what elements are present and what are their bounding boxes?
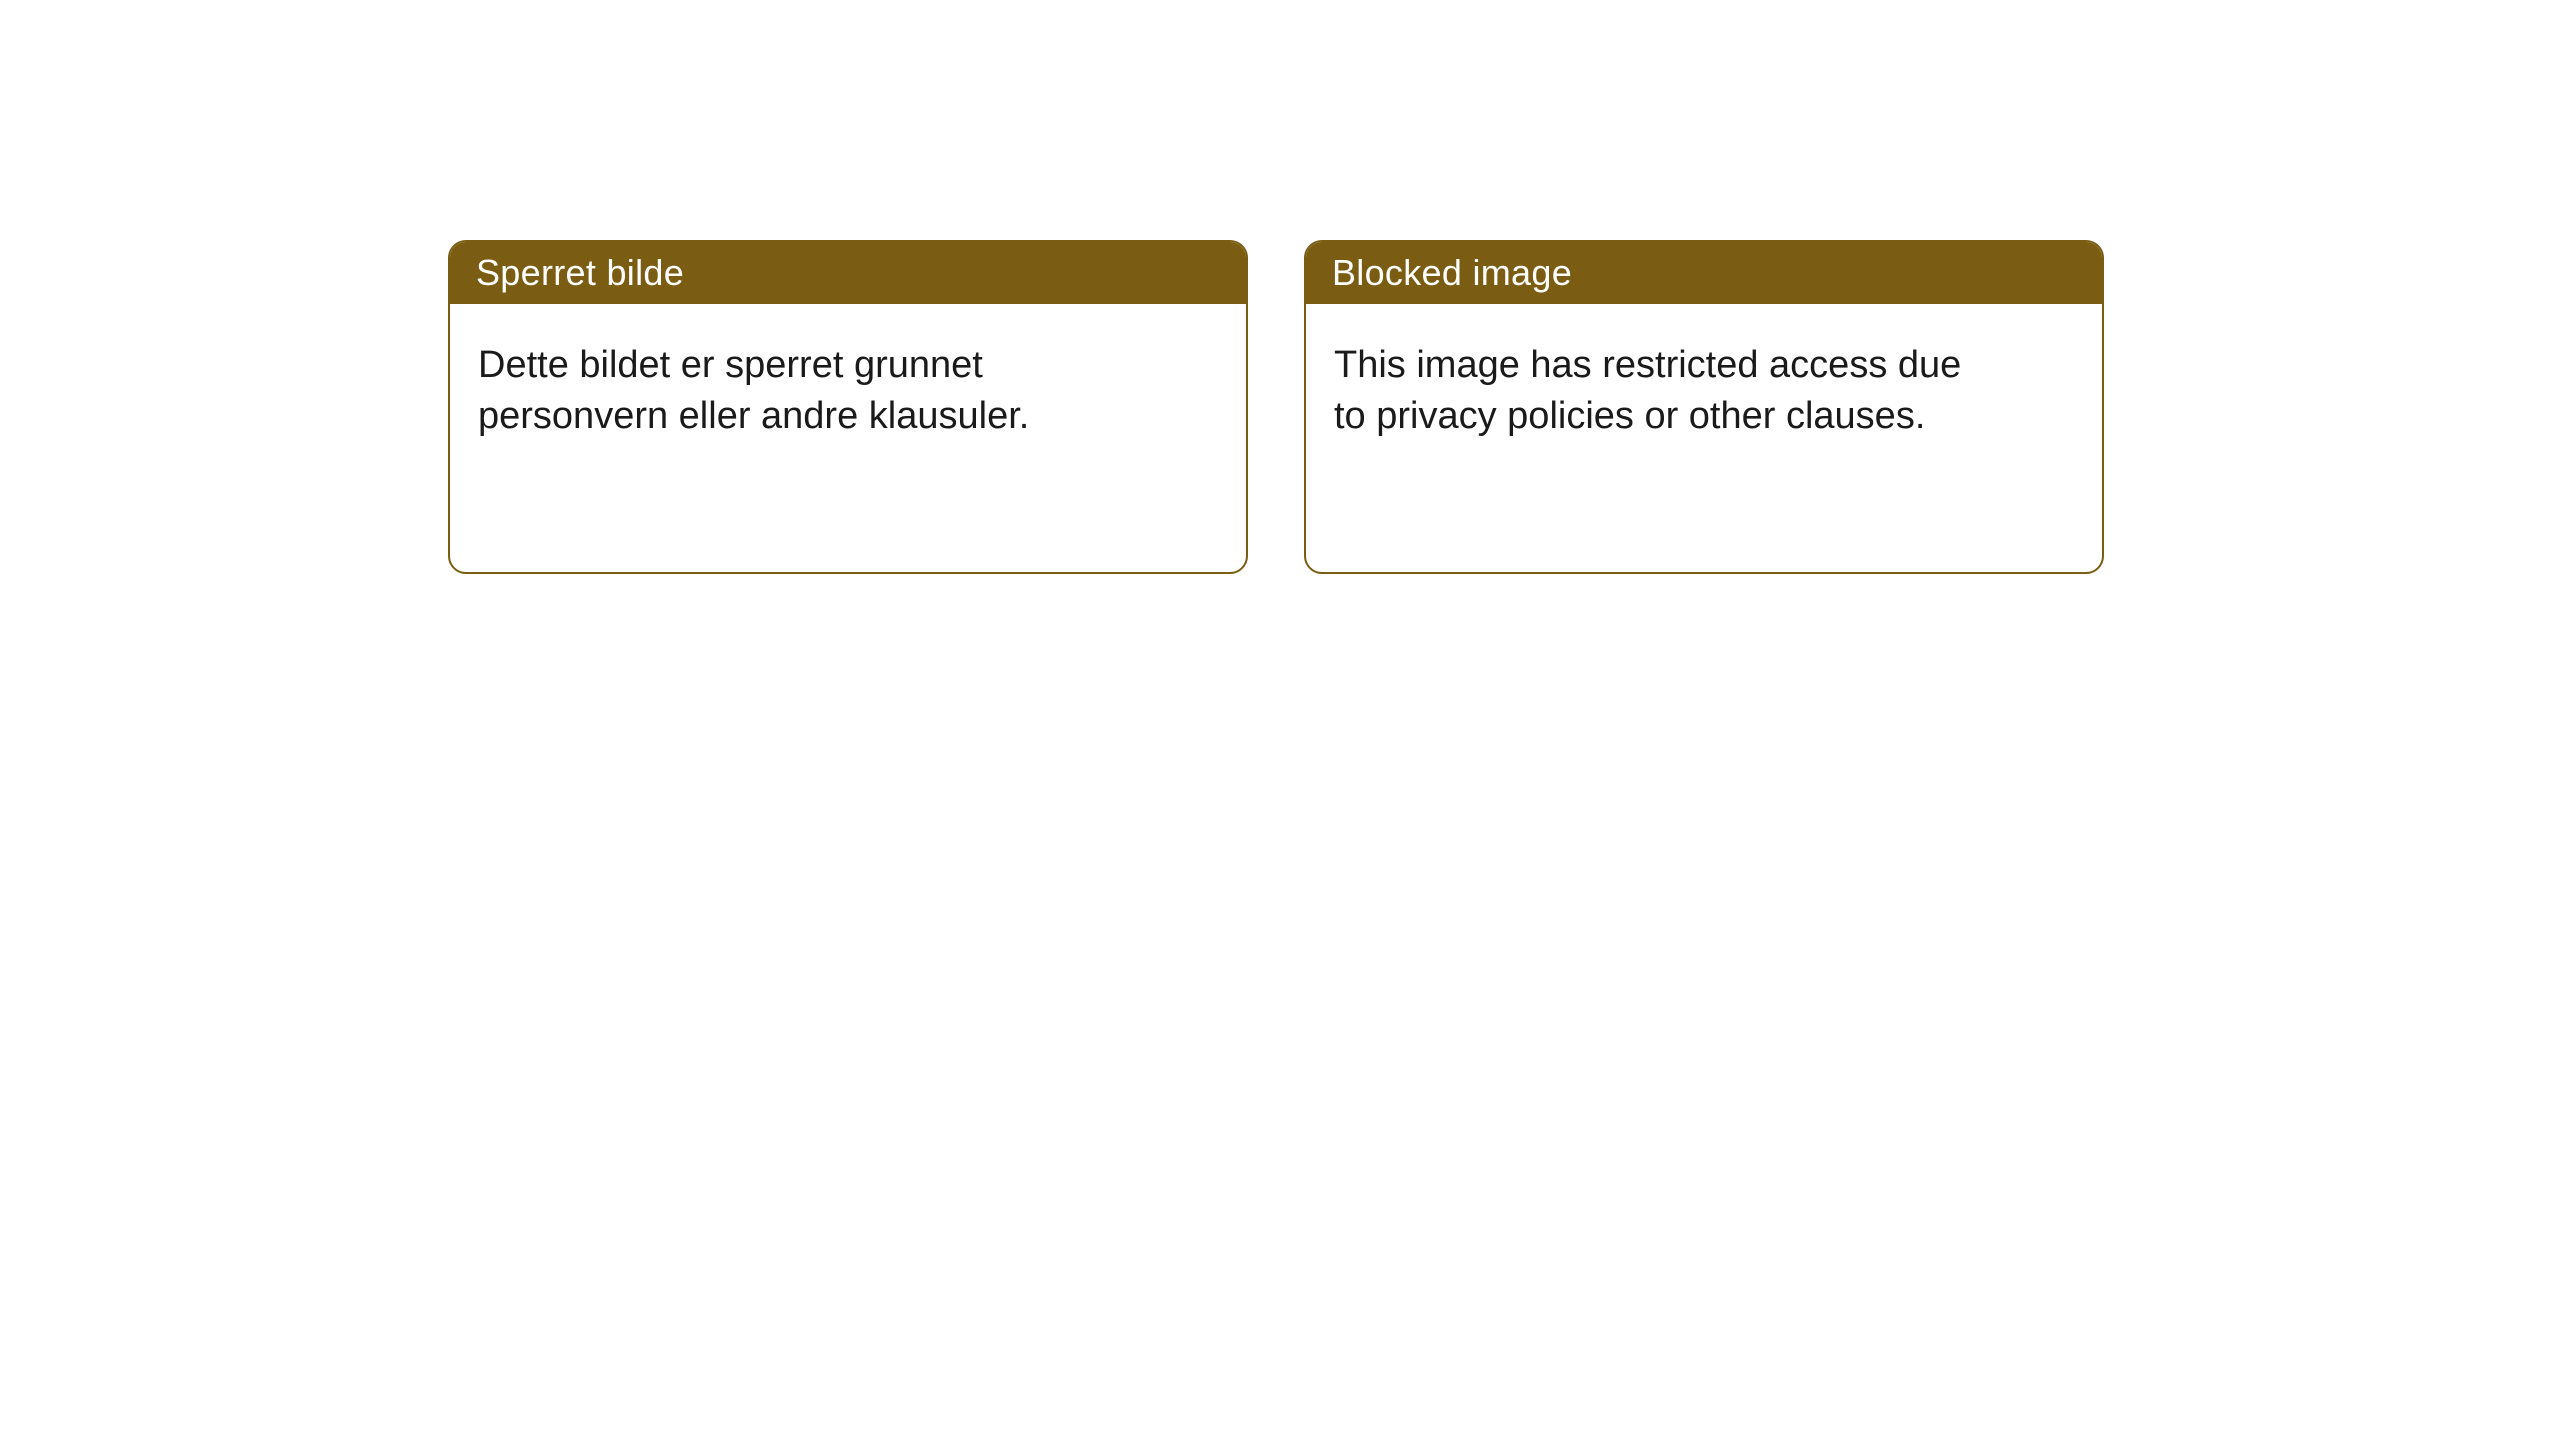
- panel-norwegian: Sperret bilde Dette bildet er sperret gr…: [448, 240, 1248, 574]
- panel-header-norwegian: Sperret bilde: [450, 242, 1246, 304]
- panel-body-norwegian: Dette bildet er sperret grunnet personve…: [450, 304, 1150, 479]
- panel-header-english: Blocked image: [1306, 242, 2102, 304]
- panel-english: Blocked image This image has restricted …: [1304, 240, 2104, 574]
- blocked-image-panels: Sperret bilde Dette bildet er sperret gr…: [448, 240, 2104, 574]
- panel-body-english: This image has restricted access due to …: [1306, 304, 2006, 479]
